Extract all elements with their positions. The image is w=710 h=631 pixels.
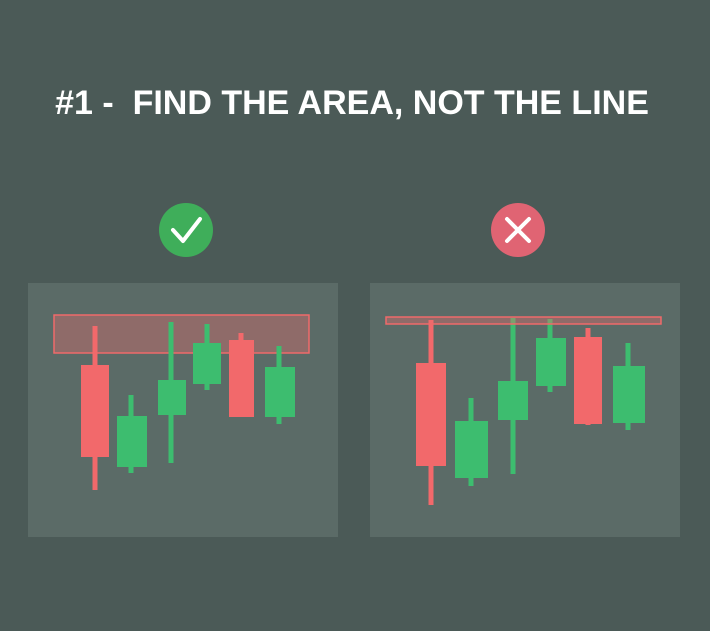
candlesticks [81, 322, 295, 490]
title: #1 - FIND THE AREA, NOT THE LINE [55, 84, 649, 122]
candlesticks [416, 318, 645, 505]
resistance-line [385, 316, 662, 325]
area-example-panel [28, 283, 338, 537]
check-icon [159, 203, 213, 257]
resistance-area [53, 314, 310, 354]
line-example-panel [370, 283, 680, 537]
cross-icon [491, 203, 545, 257]
